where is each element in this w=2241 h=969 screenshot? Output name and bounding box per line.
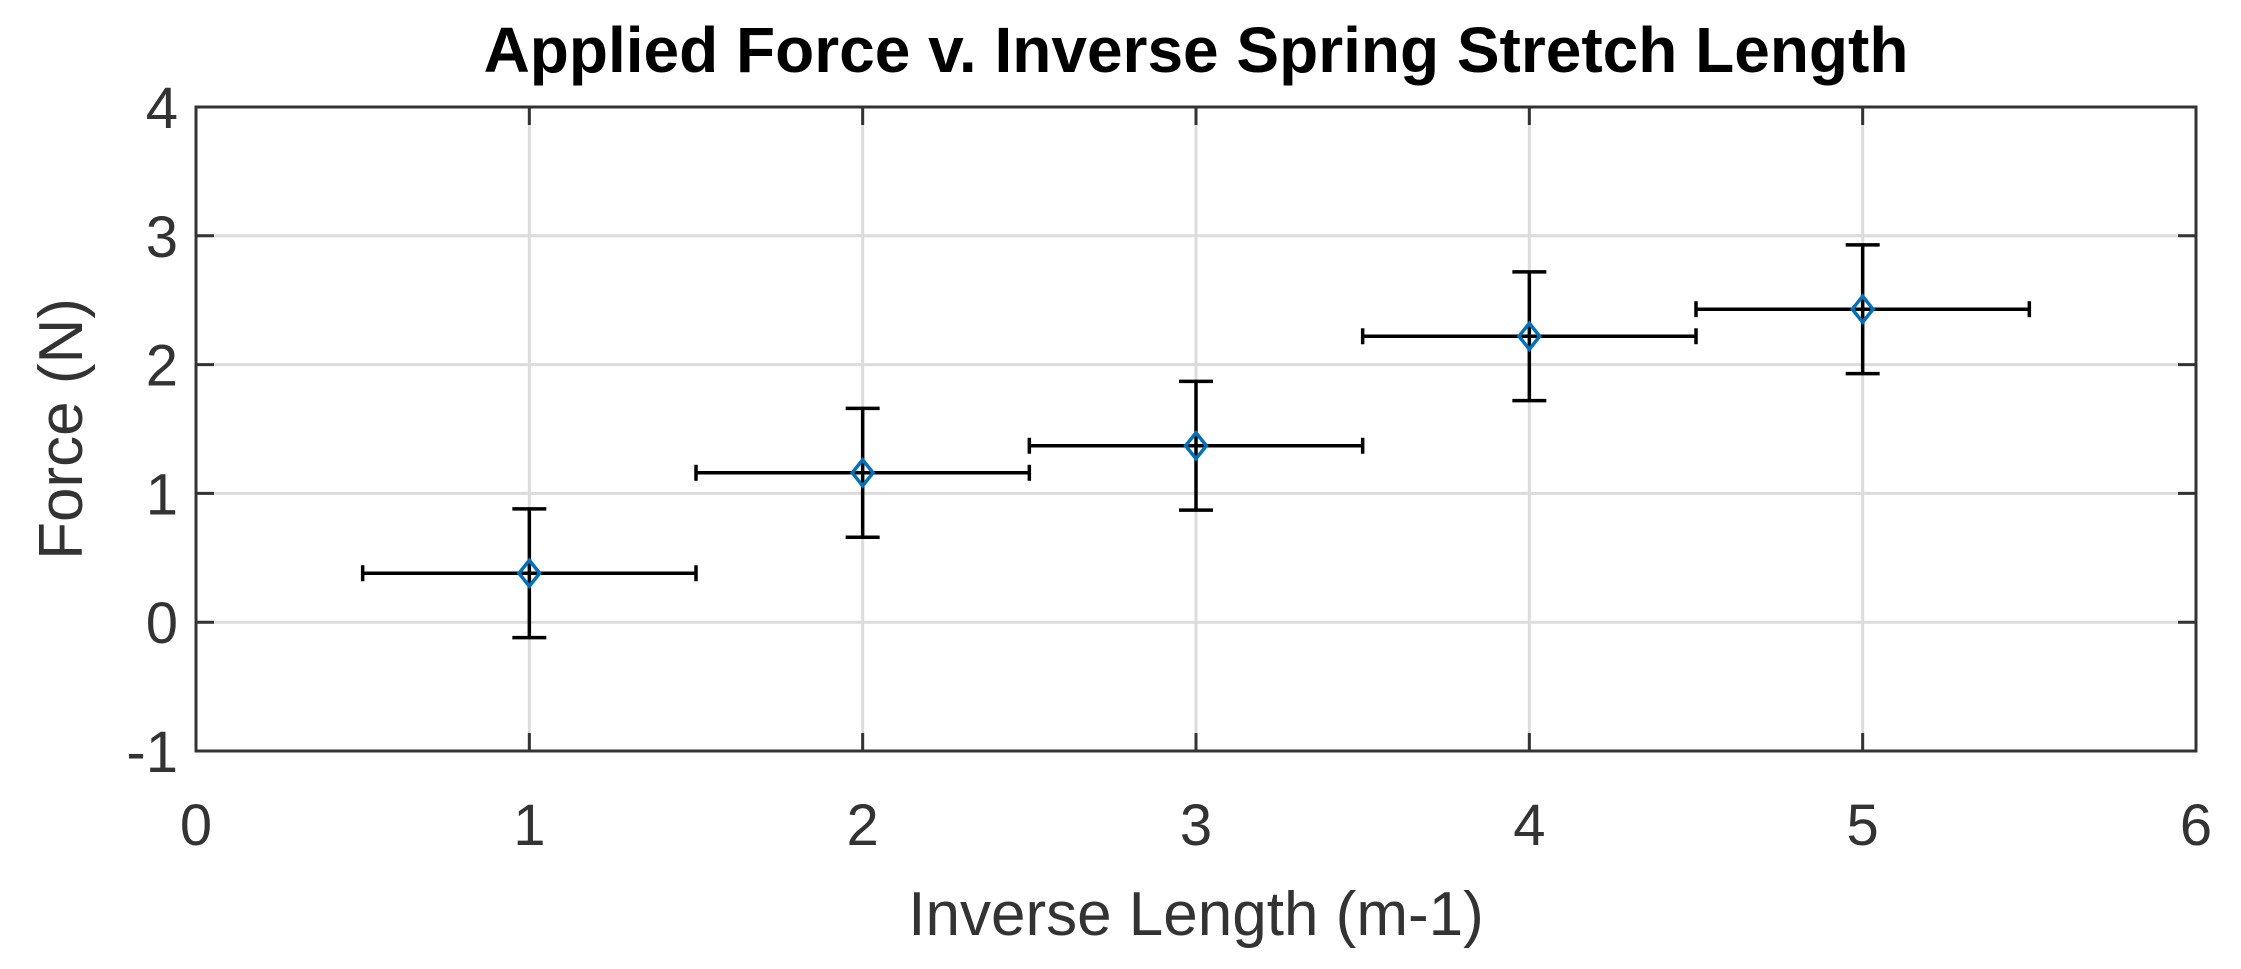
data-point-group — [360, 507, 698, 640]
x-tick-label: 4 — [1513, 793, 1545, 858]
y-tick-label: 1 — [146, 462, 178, 527]
y-tick-label: 3 — [146, 205, 178, 270]
data-point-marker — [1516, 320, 1542, 353]
x-tick-label: 1 — [513, 793, 545, 858]
plot-area-frame — [194, 105, 2198, 753]
data-point-group — [1027, 379, 1365, 512]
data-point-marker — [1183, 429, 1209, 462]
x-tick-label: 3 — [1180, 793, 1212, 858]
x-tick-label: 0 — [180, 793, 212, 858]
x-axis-label: Inverse Length (m-1) — [908, 880, 1483, 949]
x-tick-label: 6 — [2180, 793, 2212, 858]
data-point-group — [694, 406, 1032, 539]
y-tick-label: -1 — [126, 720, 178, 785]
x-tick-label: 2 — [847, 793, 879, 858]
data-point-group — [1694, 243, 2032, 376]
x-tick-label: 5 — [1847, 793, 1879, 858]
y-tick-label: 0 — [146, 591, 178, 656]
y-tick-label: 2 — [146, 334, 178, 399]
data-point-group — [1360, 270, 1698, 403]
data-point-marker — [516, 557, 542, 590]
chart-title: Applied Force v. Inverse Spring Stretch … — [484, 14, 1909, 86]
data-point-marker — [850, 456, 876, 489]
y-tick-label: 4 — [146, 76, 178, 141]
data-point-marker — [1850, 293, 1876, 326]
data-series — [360, 243, 2032, 640]
y-axis-label: Force (N) — [27, 298, 96, 560]
